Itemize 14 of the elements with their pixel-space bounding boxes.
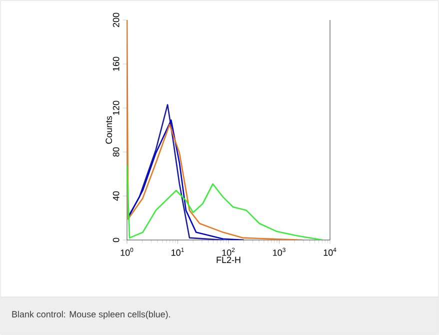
- text: Blank control: Mouse spleen cells(blue).: [12, 310, 170, 320]
- x-tick-label: 10$^{2}$: [222, 248, 235, 256]
- y-tick-label: 0: [112, 238, 120, 242]
- y-tick-label: 200: [112, 12, 120, 28]
- x-tick-label: 10$^{3}$: [273, 248, 286, 256]
- y-tick-label: 40: [112, 191, 120, 201]
- x-axis-title: FL2-H: [216, 256, 240, 263]
- y-tick-label: 160: [112, 56, 120, 71]
- x-tick-label: 10$^{4}$: [324, 248, 336, 256]
- x-tick-label: 10$^{1}$: [172, 248, 184, 256]
- y-axis-title: Counts: [106, 116, 112, 144]
- y-tick-label: 80: [112, 147, 120, 157]
- x-tick-label: 10$^{0}$: [120, 248, 134, 256]
- y-tick-label: 120: [112, 100, 120, 115]
